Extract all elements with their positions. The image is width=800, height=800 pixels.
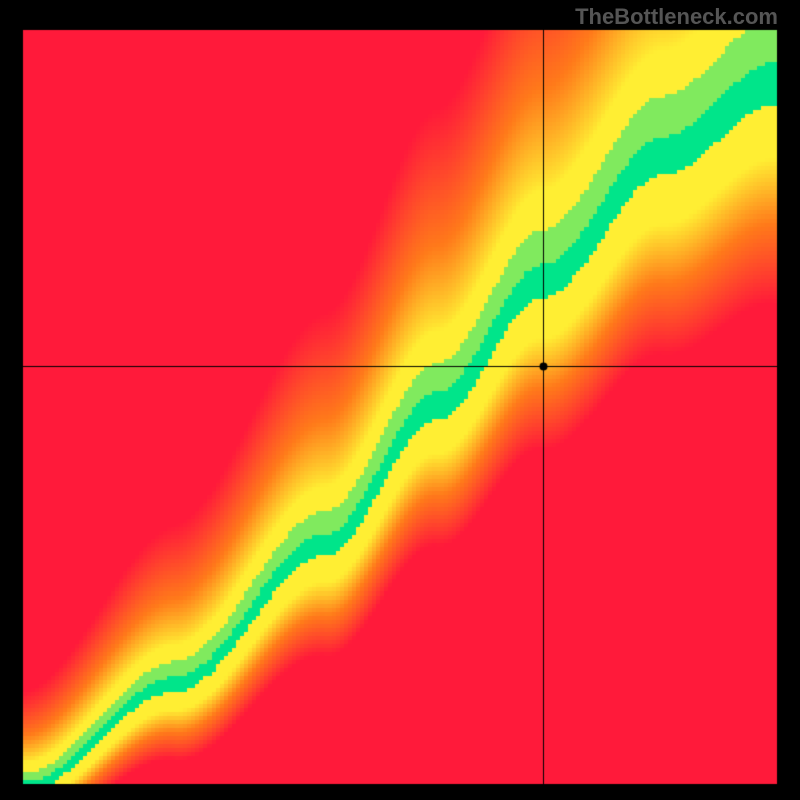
chart-container: TheBottleneck.com bbox=[0, 0, 800, 800]
heatmap-canvas bbox=[0, 0, 800, 800]
watermark-text: TheBottleneck.com bbox=[575, 4, 778, 30]
